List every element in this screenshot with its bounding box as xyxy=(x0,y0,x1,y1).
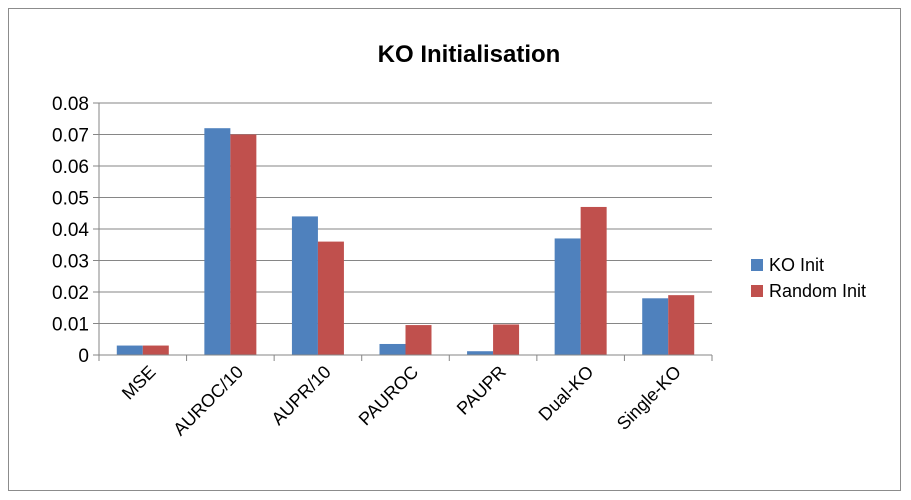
bar-ko-init xyxy=(467,351,494,355)
x-category-label: AUPR/10 xyxy=(268,362,335,429)
y-tick-label: 0.06 xyxy=(52,157,89,178)
y-tick-label: 0.03 xyxy=(52,252,89,273)
x-category-label: PAUROC xyxy=(355,362,423,430)
bar-chart: KO Initialisation 00.010.020.030.040.050… xyxy=(52,41,866,440)
bar-ko-init xyxy=(116,345,143,355)
bar-random-init xyxy=(230,134,257,355)
legend-label: KO Init xyxy=(769,255,824,275)
bar-random-init xyxy=(317,241,344,355)
y-tick-label: 0.04 xyxy=(52,220,89,241)
legend-label: Random Init xyxy=(769,281,866,301)
y-tick-label: 0.08 xyxy=(52,94,89,115)
x-category-label: MSE xyxy=(118,362,160,404)
y-tick-label: 0.02 xyxy=(52,283,89,304)
x-category-label: Dual-KO xyxy=(535,362,598,425)
bar-random-init xyxy=(405,325,432,355)
gridlines xyxy=(99,102,712,324)
bar-ko-init xyxy=(642,298,669,355)
legend-swatch xyxy=(751,285,763,297)
legend-swatch xyxy=(751,259,763,271)
bar-random-init xyxy=(142,345,169,355)
bars xyxy=(116,128,695,355)
bar-ko-init xyxy=(379,343,406,355)
bar-ko-init xyxy=(554,238,581,355)
bar-ko-init xyxy=(291,216,318,355)
y-tick-label: 0.07 xyxy=(52,126,89,147)
bar-random-init xyxy=(668,295,695,355)
bar-random-init xyxy=(493,324,520,355)
x-axis-labels: MSE AUROC/10 AUPR/10 PAUROC PAUPR Dual-KO Sing… xyxy=(118,362,685,440)
x-category-label: AUROC/10 xyxy=(169,362,247,440)
chart-title: KO Initialisation xyxy=(378,41,561,68)
x-category-label: Single-KO xyxy=(613,362,685,434)
y-axis-ticks: 0 0.01 0.02 0.03 0.04 0.05 0.06 0.07 0.08 xyxy=(52,94,99,367)
y-tick-label: 0.01 xyxy=(52,315,89,336)
legend: KO Init Random Init xyxy=(751,255,866,301)
chart-area: KO Initialisation 0 0.01 0.02 0.03 0.04 0.05 0… xyxy=(8,8,901,491)
x-category-label: PAUPR xyxy=(453,362,510,419)
y-tick-label: 0 xyxy=(78,346,89,367)
axes xyxy=(98,103,713,361)
y-tick-label: 0.05 xyxy=(52,189,89,210)
bar-ko-init xyxy=(204,128,231,355)
bar-random-init xyxy=(580,206,607,355)
